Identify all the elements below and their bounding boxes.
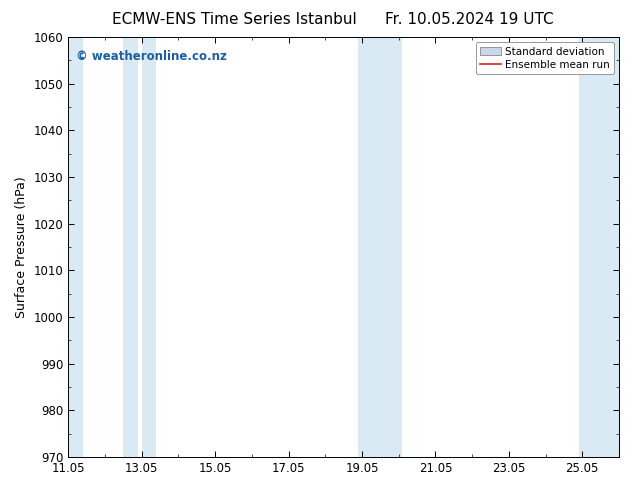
Bar xyxy=(68,37,83,457)
Bar xyxy=(597,37,619,457)
Bar xyxy=(141,37,157,457)
Bar xyxy=(380,37,403,457)
Legend: Standard deviation, Ensemble mean run: Standard deviation, Ensemble mean run xyxy=(476,42,614,74)
Text: © weatheronline.co.nz: © weatheronline.co.nz xyxy=(77,50,228,63)
Y-axis label: Surface Pressure (hPa): Surface Pressure (hPa) xyxy=(15,176,28,318)
Text: ECMW-ENS Time Series Istanbul: ECMW-ENS Time Series Istanbul xyxy=(112,12,357,27)
Bar xyxy=(579,37,597,457)
Text: Fr. 10.05.2024 19 UTC: Fr. 10.05.2024 19 UTC xyxy=(385,12,553,27)
Bar xyxy=(358,37,380,457)
Bar xyxy=(123,37,138,457)
